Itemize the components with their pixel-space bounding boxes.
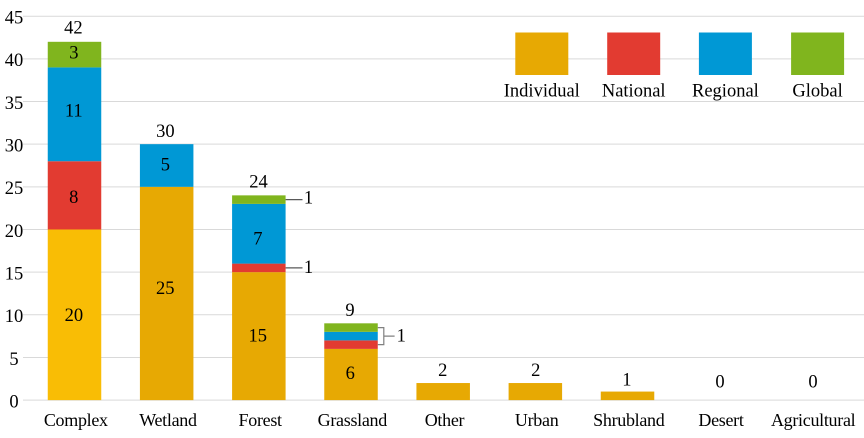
svg-text:Global: Global	[792, 82, 842, 102]
svg-text:25: 25	[156, 279, 175, 299]
svg-text:2: 2	[531, 361, 540, 381]
svg-text:Desert: Desert	[698, 410, 743, 430]
svg-text:Wetland: Wetland	[139, 410, 197, 430]
svg-text:1: 1	[397, 327, 406, 347]
svg-text:Forest: Forest	[239, 410, 282, 430]
svg-text:National: National	[602, 82, 666, 102]
svg-text:24: 24	[249, 173, 268, 193]
svg-text:Shrubland: Shrubland	[593, 410, 665, 430]
svg-text:7: 7	[253, 230, 262, 250]
svg-text:45: 45	[5, 9, 24, 29]
svg-text:11: 11	[65, 102, 83, 122]
svg-text:3: 3	[69, 43, 78, 63]
svg-text:Other: Other	[425, 410, 465, 430]
svg-text:Individual: Individual	[504, 82, 580, 102]
svg-text:1: 1	[622, 370, 631, 390]
svg-text:40: 40	[5, 51, 24, 71]
svg-text:8: 8	[69, 188, 78, 208]
svg-text:5: 5	[161, 156, 170, 176]
svg-text:Grassland: Grassland	[318, 410, 388, 430]
svg-text:1: 1	[304, 188, 313, 208]
svg-text:0: 0	[808, 373, 817, 393]
svg-text:Agricultural: Agricultural	[771, 410, 856, 430]
svg-text:30: 30	[5, 136, 24, 156]
svg-text:35: 35	[5, 94, 24, 114]
svg-text:20: 20	[65, 306, 84, 326]
svg-text:0: 0	[715, 373, 724, 393]
svg-text:2: 2	[438, 361, 447, 381]
svg-text:6: 6	[346, 364, 355, 384]
svg-text:5: 5	[9, 350, 18, 370]
svg-text:10: 10	[5, 307, 24, 327]
svg-text:25: 25	[5, 179, 24, 199]
svg-text:15: 15	[249, 327, 268, 347]
svg-text:20: 20	[5, 222, 24, 242]
svg-text:Urban: Urban	[515, 410, 559, 430]
svg-text:Complex: Complex	[44, 410, 108, 430]
svg-text:15: 15	[5, 264, 24, 284]
svg-text:0: 0	[9, 392, 18, 412]
svg-text:42: 42	[64, 19, 83, 39]
svg-text:1: 1	[304, 258, 313, 278]
svg-text:Regional: Regional	[692, 82, 759, 102]
svg-text:9: 9	[345, 301, 354, 321]
svg-text:30: 30	[156, 122, 175, 142]
